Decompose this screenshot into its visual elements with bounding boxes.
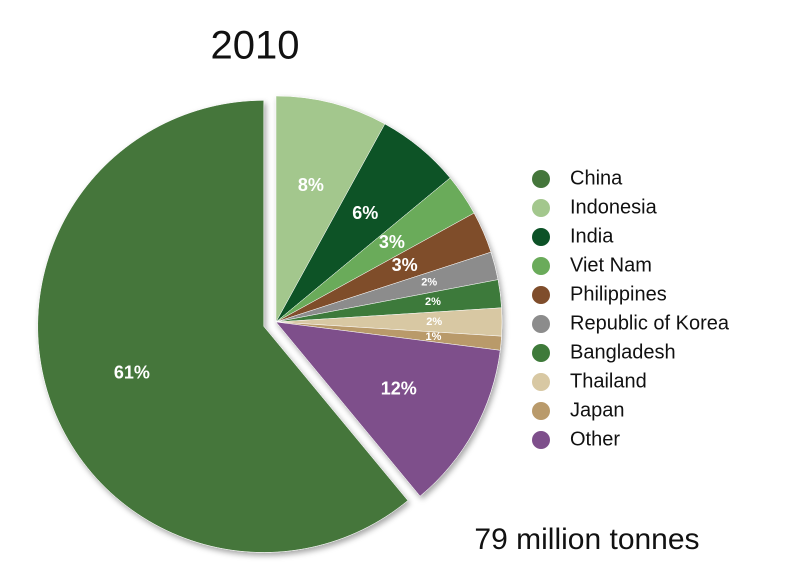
legend-label: Bangladesh bbox=[570, 341, 676, 363]
legend-label: China bbox=[570, 167, 623, 189]
slice-label: 2% bbox=[426, 316, 442, 328]
legend: China Indonesia India Viet Nam Philippines Re… bbox=[532, 167, 730, 450]
legend-marker bbox=[532, 402, 550, 420]
slice-label: 6% bbox=[352, 203, 378, 223]
legend-marker bbox=[532, 199, 550, 217]
legend-marker bbox=[532, 315, 550, 333]
legend-label: Thailand bbox=[570, 370, 647, 392]
slice-label: 8% bbox=[298, 175, 324, 195]
slice-label: 1% bbox=[426, 331, 442, 343]
pie-labels: 61%8%6%3%3%2%2%2%1%12% bbox=[114, 175, 442, 398]
pie bbox=[37, 95, 503, 553]
chart-subtitle: 79 million tonnes bbox=[474, 523, 699, 556]
legend-marker bbox=[532, 431, 550, 449]
legend-marker bbox=[532, 373, 550, 391]
pie-slice bbox=[275, 95, 386, 323]
slice-label: 61% bbox=[114, 363, 150, 383]
slice-label: 12% bbox=[381, 378, 417, 398]
legend-label: Indonesia bbox=[570, 196, 658, 218]
legend-marker bbox=[532, 286, 550, 304]
slice-label: 2% bbox=[421, 277, 437, 289]
pie-slice bbox=[37, 100, 409, 553]
legend-label: Philippines bbox=[570, 283, 667, 305]
legend-label: Other bbox=[570, 428, 620, 450]
legend-label: Japan bbox=[570, 399, 625, 421]
slice-label: 3% bbox=[392, 255, 418, 275]
legend-label: Republic of Korea bbox=[570, 312, 730, 334]
pie-slice bbox=[275, 321, 501, 497]
legend-marker bbox=[532, 257, 550, 275]
legend-marker bbox=[532, 228, 550, 246]
slice-label: 2% bbox=[425, 296, 441, 308]
legend-marker bbox=[532, 170, 550, 188]
slice-label: 3% bbox=[379, 232, 405, 252]
legend-label: India bbox=[570, 225, 614, 247]
legend-label: Viet Nam bbox=[570, 254, 652, 276]
chart-title: 2010 bbox=[211, 24, 300, 68]
legend-marker bbox=[532, 344, 550, 362]
